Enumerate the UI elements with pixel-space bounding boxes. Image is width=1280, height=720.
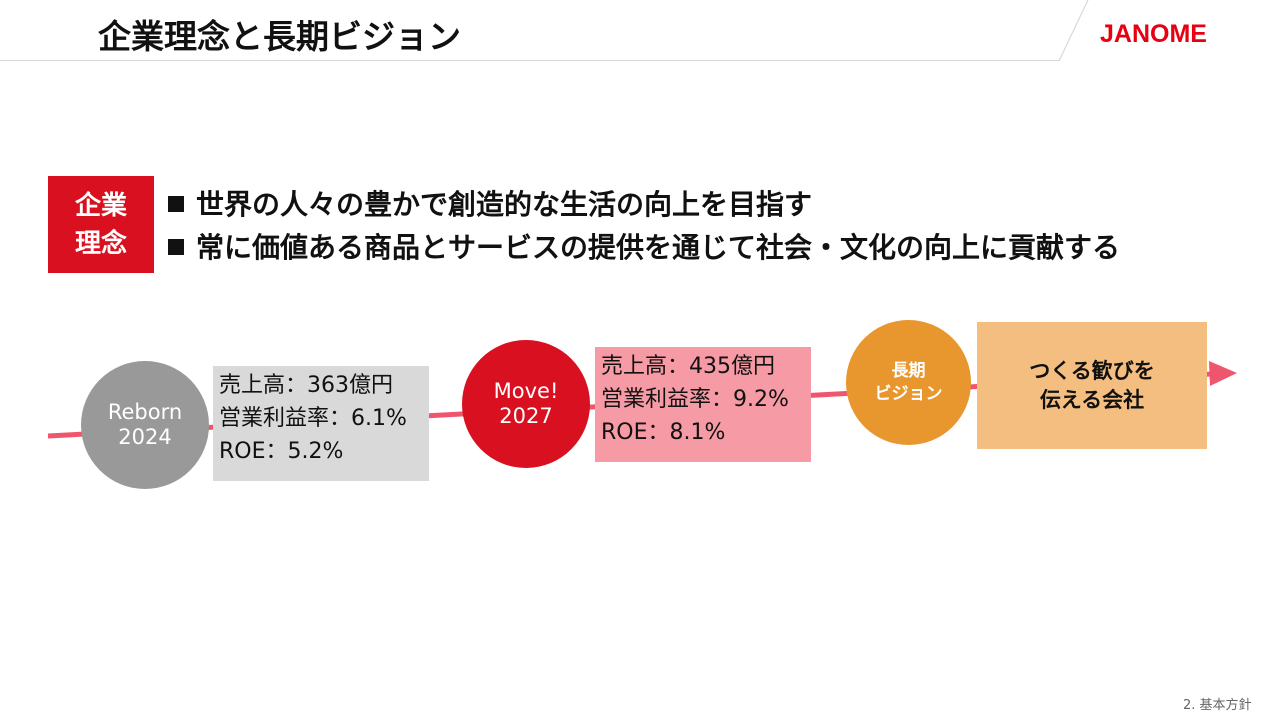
milestone-name: Move! <box>493 379 559 403</box>
kpi-box-2024: 売上高：363億円 営業利益率：6.1% ROE：5.2% <box>213 366 429 481</box>
philosophy-badge: 企業 理念 <box>48 176 154 273</box>
milestone-label-line2: ビジョン <box>874 383 943 404</box>
philosophy-item-2: 常に価値ある商品とサービスの提供を通じて社会・文化の向上に貢献する <box>168 228 1120 268</box>
page-section-label: 2. 基本方針 <box>1183 698 1252 713</box>
square-bullet-icon <box>168 196 184 212</box>
kpi-sales: 売上高：435億円 <box>601 354 775 379</box>
arrowhead-icon <box>1209 361 1237 386</box>
janome-logo: JANOME <box>1100 20 1207 48</box>
milestone-circle-reborn-2024: Reborn 2024 <box>81 361 209 489</box>
header-divider <box>0 60 1060 61</box>
philosophy-badge-line2: 理念 <box>74 228 127 259</box>
milestone-circle-move-2027: Move! 2027 <box>462 340 590 468</box>
kpi-roe: ROE：5.2% <box>219 439 344 464</box>
kpi-operating-margin: 営業利益率：9.2% <box>601 387 789 412</box>
milestone-circle-long-term-vision: 長期 ビジョン <box>846 320 971 445</box>
philosophy-item-text: 世界の人々の豊かで創造的な生活の向上を目指す <box>196 188 813 221</box>
milestone-label-line1: 長期 <box>891 360 926 381</box>
philosophy-item-1: 世界の人々の豊かで創造的な生活の向上を目指す <box>168 185 812 225</box>
kpi-box-2027: 売上高：435億円 営業利益率：9.2% ROE：8.1% <box>595 347 811 462</box>
philosophy-badge-line1: 企業 <box>74 190 127 221</box>
square-bullet-icon <box>168 239 184 255</box>
vision-line1: つくる歓びを <box>1029 358 1155 383</box>
milestone-name: Reborn <box>107 400 183 424</box>
milestone-year: 2024 <box>118 425 172 449</box>
vision-statement-box: つくる歓びを 伝える会社 <box>977 322 1207 449</box>
vision-line2: 伝える会社 <box>1039 387 1145 412</box>
kpi-roe: ROE：8.1% <box>601 420 726 445</box>
kpi-sales: 売上高：363億円 <box>219 373 393 398</box>
philosophy-item-text: 常に価値ある商品とサービスの提供を通じて社会・文化の向上に貢献する <box>196 231 1121 264</box>
header-slash-decoration <box>1058 0 1089 61</box>
milestone-year: 2027 <box>499 404 553 428</box>
page-title: 企業理念と長期ビジョン <box>98 17 461 56</box>
kpi-operating-margin: 営業利益率：6.1% <box>219 406 407 431</box>
